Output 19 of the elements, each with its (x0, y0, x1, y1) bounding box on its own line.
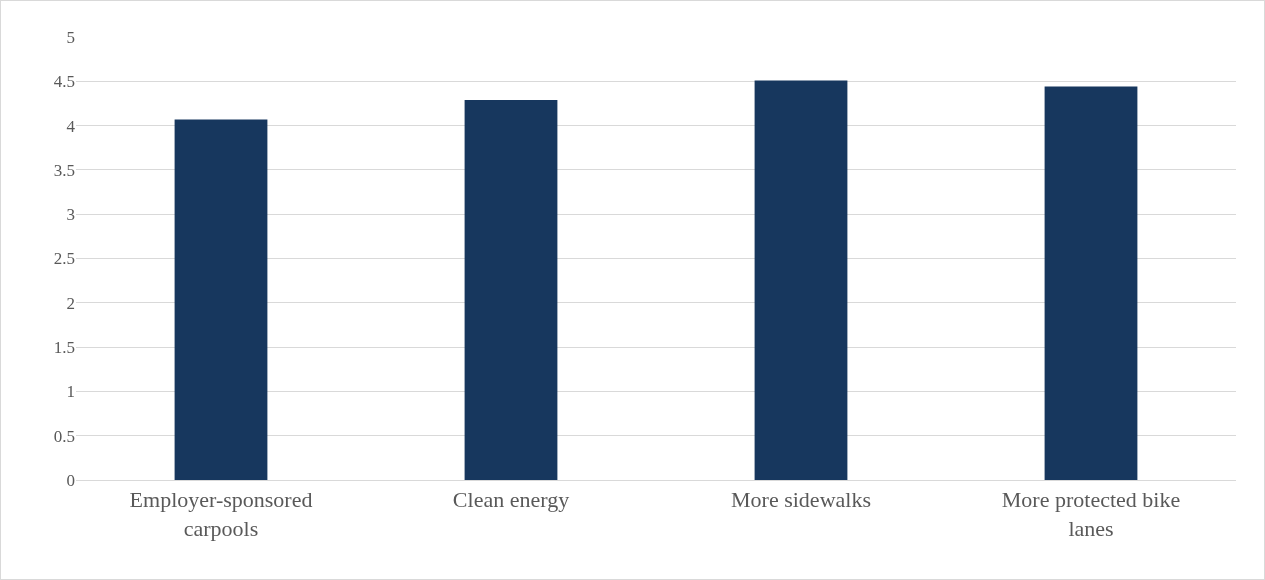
bar (754, 80, 848, 480)
bar (1044, 86, 1138, 480)
x-tick-label: Employer-sponsored carpools (129, 487, 313, 541)
x-tick-label: Clean energy (452, 487, 570, 513)
bar (174, 119, 268, 480)
y-tick-label: 3 (66, 205, 75, 225)
y-tick-label: 2.5 (53, 249, 75, 269)
bar (464, 99, 558, 480)
y-tick-label: 0.5 (53, 426, 75, 446)
y-tick-label: 1 (66, 382, 75, 402)
y-tick-label: 4 (66, 116, 76, 136)
y-tick-label: 4.5 (53, 72, 75, 92)
x-tick-label: More protected bike lanes (1001, 487, 1181, 541)
x-tick-label: More sidewalks (731, 487, 871, 513)
y-tick-label: 3.5 (53, 160, 75, 180)
y-tick-label: 2 (66, 293, 75, 313)
y-tick-label: 1.5 (53, 338, 75, 358)
y-tick-label: 0 (66, 470, 75, 490)
y-tick-label: 5 (66, 27, 75, 47)
